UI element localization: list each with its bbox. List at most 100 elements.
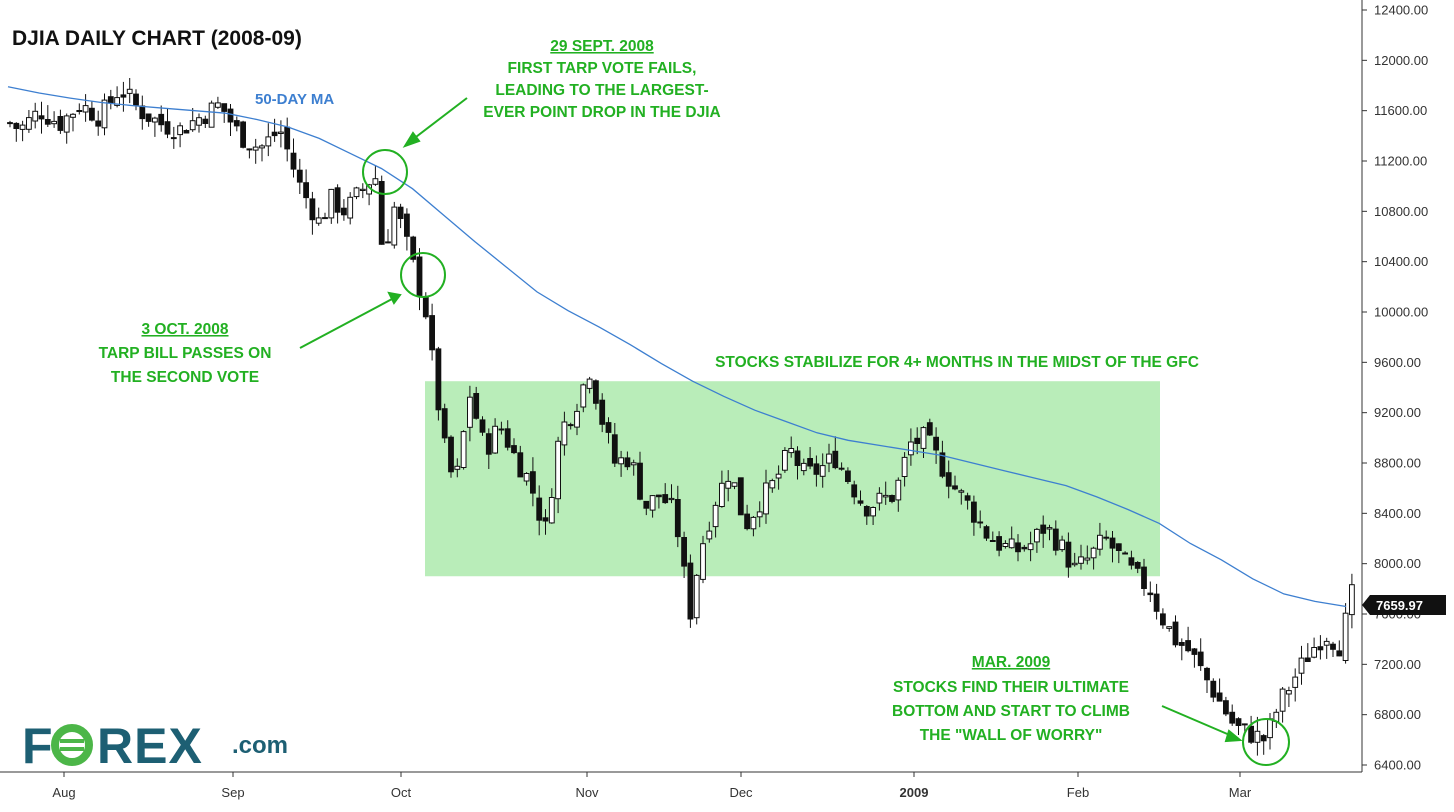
candle-down — [341, 207, 347, 216]
annotation-date: MAR. 2009 — [972, 654, 1051, 671]
candle-down — [202, 118, 209, 124]
candle-up — [719, 482, 725, 507]
annotation-arrow — [299, 291, 402, 349]
candle-up — [1059, 539, 1065, 551]
candle-down — [76, 110, 83, 112]
y-tick-label: 10000.00 — [1374, 305, 1428, 320]
candle-down — [322, 217, 328, 220]
candle-down — [158, 113, 165, 126]
candle-down — [1304, 657, 1311, 662]
candle-up — [1034, 528, 1040, 543]
candle-down — [914, 437, 921, 444]
candle-down — [1147, 592, 1154, 596]
x-tick-label: Feb — [1067, 785, 1089, 800]
candle-down — [227, 108, 234, 123]
candle-down — [13, 122, 20, 130]
candle-down — [807, 458, 814, 467]
candle-up — [1084, 557, 1091, 561]
candle-up — [70, 113, 76, 118]
candle-down — [1210, 680, 1217, 698]
candle-down — [233, 120, 240, 127]
candle-down — [737, 477, 744, 516]
candle-up — [750, 516, 757, 530]
candle-up — [1097, 534, 1103, 550]
candle-down — [989, 540, 996, 542]
candle-down — [624, 457, 631, 468]
candle-up — [391, 206, 398, 246]
candle-down — [1223, 700, 1229, 715]
candle-down — [435, 348, 442, 411]
candle-down — [183, 130, 190, 134]
y-tick-label: 11200.00 — [1374, 154, 1427, 169]
candle-down — [1040, 524, 1047, 534]
candle-up — [1349, 584, 1355, 616]
candle-down — [1229, 711, 1236, 724]
candle-up — [315, 217, 322, 224]
y-tick-label: 11600.00 — [1374, 103, 1427, 118]
chart-title: DJIA DAILY CHART (2008-09) — [12, 27, 302, 50]
candle-down — [397, 206, 404, 219]
candle-down — [133, 93, 139, 106]
candle-up — [1002, 543, 1009, 547]
candle-down — [271, 131, 278, 137]
candle-up — [731, 482, 738, 487]
annotation-text: TARP BILL PASSES ON — [99, 345, 272, 362]
candle-up — [278, 131, 284, 135]
y-tick-label: 6800.00 — [1374, 707, 1421, 722]
candle-down — [422, 296, 429, 318]
x-tick-label: Dec — [729, 785, 753, 800]
candle-down — [643, 500, 650, 509]
candle-up — [895, 479, 902, 501]
candle-down — [416, 256, 423, 296]
candle-up — [700, 543, 706, 580]
candle-up — [1342, 612, 1349, 662]
candle-down — [1052, 528, 1059, 551]
candle-up — [460, 431, 467, 469]
candle-down — [404, 213, 410, 237]
candle-up — [347, 196, 354, 219]
candle-down — [662, 494, 669, 504]
candle-down — [1185, 640, 1191, 652]
candle-down — [611, 434, 618, 464]
candle-up — [467, 396, 473, 428]
x-tick-label: Mar — [1229, 785, 1252, 800]
candle-down — [845, 470, 851, 482]
y-tick-label: 12400.00 — [1374, 3, 1428, 18]
candle-down — [303, 182, 310, 199]
candle-up — [580, 384, 587, 408]
candle-down — [429, 315, 436, 351]
candle-down — [385, 241, 391, 244]
highlight-circle-mar2009 — [1242, 718, 1290, 766]
candle-down — [1172, 621, 1179, 646]
candle-up — [1166, 626, 1173, 629]
candle-up — [693, 574, 700, 619]
candle-up — [177, 125, 183, 136]
candle-up — [574, 410, 580, 428]
candle-down — [744, 513, 751, 530]
candle-down — [1178, 642, 1185, 646]
candle-down — [674, 499, 681, 538]
candle-up — [353, 187, 360, 198]
candle-up — [1267, 718, 1273, 739]
candle-up — [586, 378, 593, 389]
candle-up — [756, 511, 763, 518]
candle-down — [95, 120, 102, 127]
candle-down — [939, 452, 946, 477]
candle-down — [1128, 557, 1135, 566]
candle-down — [599, 399, 606, 425]
candle-up — [668, 497, 675, 501]
y-tick-label: 9200.00 — [1374, 405, 1421, 420]
candle-up — [215, 102, 221, 108]
candle-up — [1008, 538, 1015, 549]
candle-down — [139, 105, 146, 120]
candle-down — [1260, 735, 1267, 742]
candle-up — [1078, 556, 1084, 564]
candle-down — [517, 452, 524, 478]
annotation-stabilization: STOCKS STABILIZE FOR 4+ MONTHS IN THE MI… — [715, 354, 1199, 371]
candle-down — [1115, 543, 1122, 551]
candle-down — [511, 445, 517, 454]
candle-down — [971, 501, 977, 523]
candle-up — [555, 440, 562, 500]
y-tick-label: 7200.00 — [1374, 657, 1421, 672]
candle-up — [1286, 690, 1292, 695]
